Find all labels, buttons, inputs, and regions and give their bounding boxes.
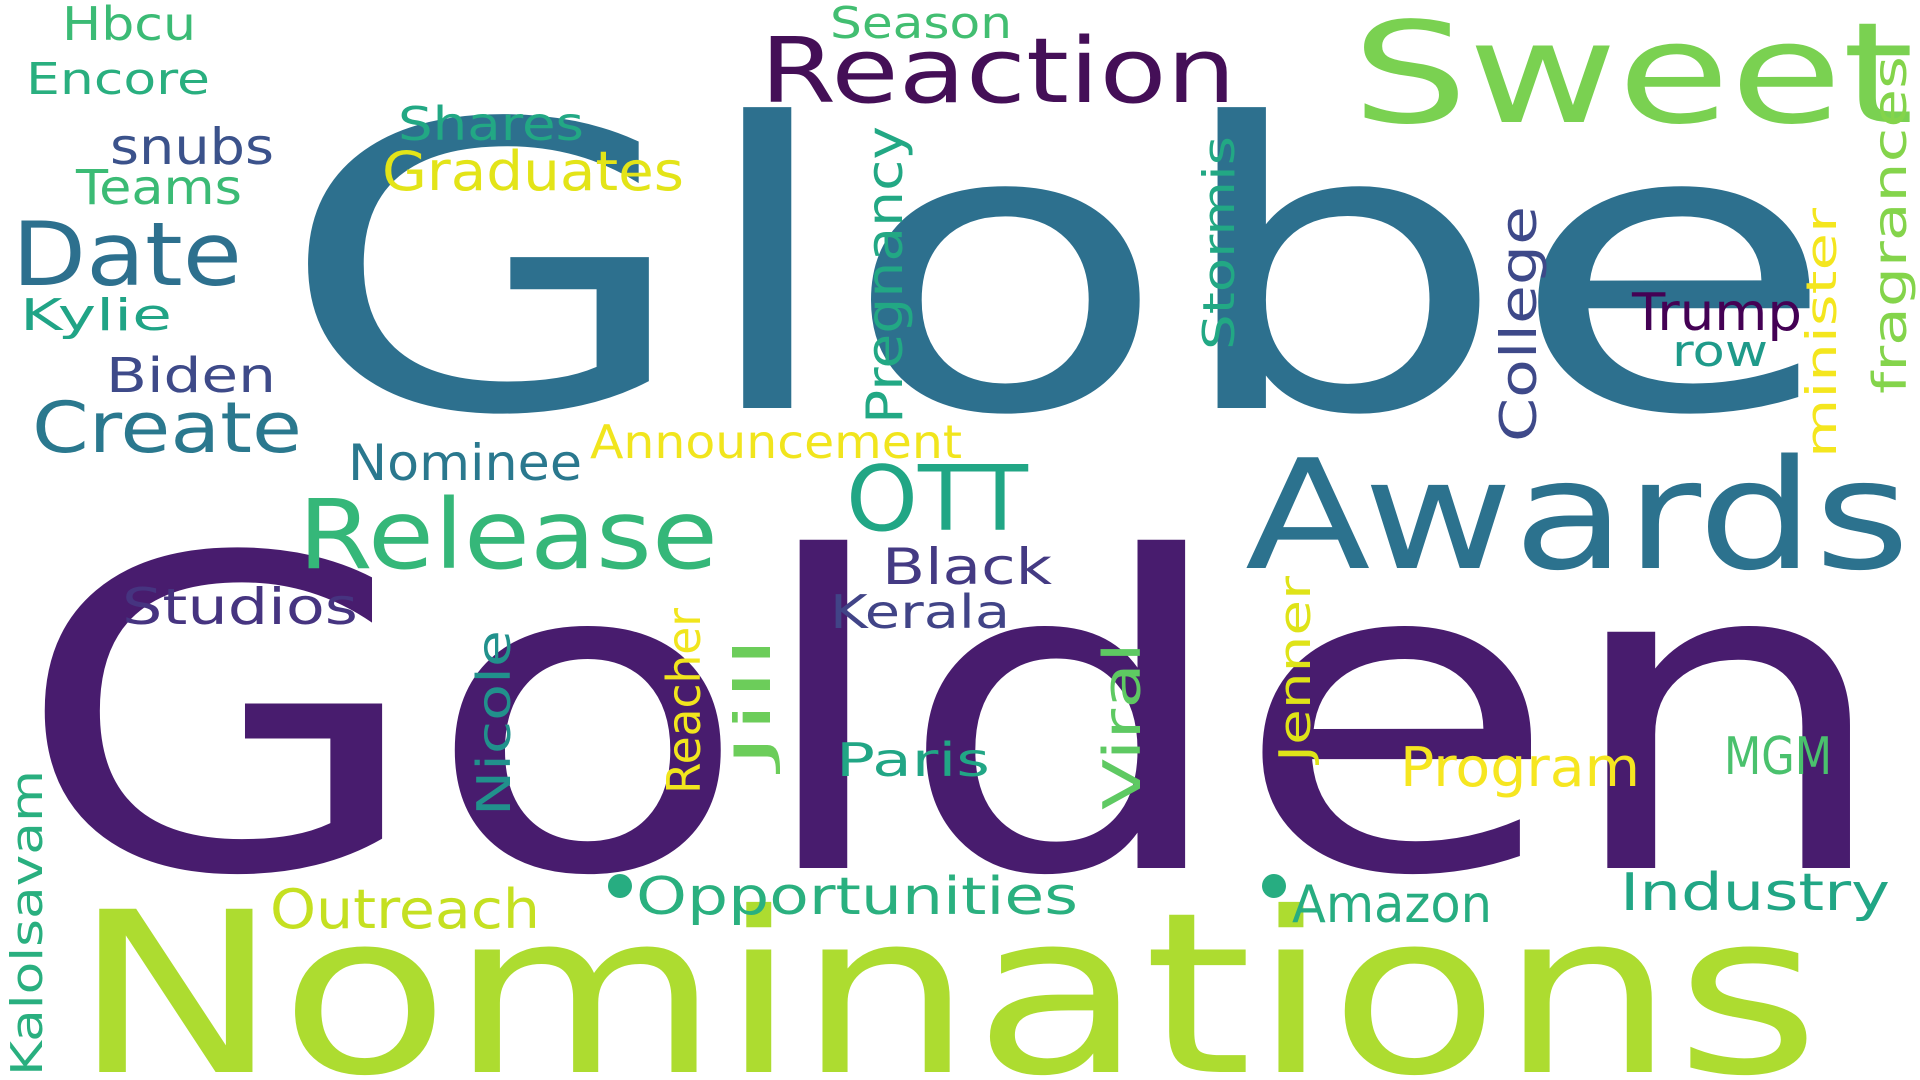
- word-amazon: Amazon: [1292, 875, 1492, 935]
- word-opportunities: Opportunities: [636, 867, 1078, 927]
- word-kalolsavam: Kalolsavam: [2, 770, 53, 1076]
- word-industry: Industry: [1620, 863, 1890, 923]
- word-golden: Golden: [15, 467, 1895, 970]
- word-jill: Jill: [724, 636, 782, 775]
- word-ott: OTT: [846, 447, 1029, 552]
- word-trump: Trump: [1631, 283, 1802, 343]
- word-reaction: Reaction: [760, 19, 1236, 124]
- word-teams: Teams: [75, 160, 242, 216]
- word-create: Create: [32, 387, 302, 469]
- word-globe: Globe: [278, 41, 1838, 502]
- word-paris: Paris: [836, 733, 990, 787]
- word-season: Season: [830, 0, 1012, 49]
- word-hbcu: Hbcu: [62, 0, 196, 51]
- word-viral: Viral: [1093, 642, 1153, 810]
- word-encore: Encore: [26, 54, 210, 105]
- word-biden: Biden: [106, 348, 276, 404]
- word-fragrances: fragrances: [1863, 56, 1917, 394]
- word-graduates: Graduates: [382, 140, 684, 203]
- word-program: Program: [1400, 736, 1640, 799]
- word-kerala: Kerala: [830, 585, 1010, 639]
- word-outreach: Outreach: [270, 878, 540, 941]
- word-shares: Shares: [398, 97, 584, 151]
- word-row: row: [1672, 326, 1768, 377]
- word-minister: minister: [1797, 207, 1846, 458]
- word-college: College: [1490, 206, 1548, 442]
- word-sweet: Sweet: [1352, 0, 1914, 156]
- word-awards: Awards: [1245, 427, 1910, 604]
- word-pregnancy: Pregnancy: [856, 126, 914, 424]
- word-jenner: Jenner: [1270, 575, 1321, 766]
- word-studios: Studios: [122, 578, 358, 636]
- word-kylie: Kylie: [20, 290, 172, 341]
- word-nicole: Nicole: [467, 630, 521, 816]
- word-snubs: snubs: [110, 118, 274, 176]
- dot-right: [1262, 874, 1286, 898]
- word-nominations: Nominations: [72, 864, 1820, 1080]
- word-mgm: MGM: [1724, 727, 1832, 787]
- dot-left: [608, 874, 632, 898]
- word-stormis: Stormis: [1194, 136, 1245, 350]
- word-nominee: Nominee: [348, 434, 582, 492]
- word-black: Black: [882, 538, 1052, 596]
- word-reacher: Reacher: [657, 608, 711, 794]
- word-date: Date: [12, 203, 242, 306]
- word-announcement: Announcement: [590, 415, 962, 469]
- word-release: Release: [298, 479, 718, 591]
